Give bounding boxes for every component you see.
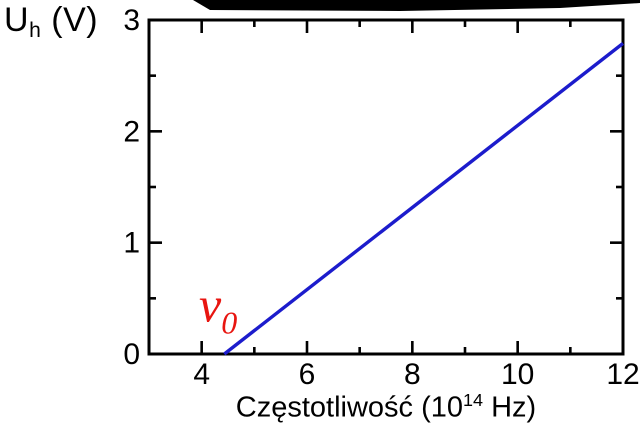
top-edge-artifact: [193, 0, 640, 11]
x-tick-label-6: 6: [299, 358, 316, 391]
x-axis-title-text: Częstotliwość (10: [235, 391, 464, 424]
x-tick-label-8: 8: [404, 358, 421, 391]
x-axis-title-units: Hz): [483, 391, 537, 424]
y-axis-title: Uh (V): [4, 1, 99, 42]
y-axis-title-subscript: h: [29, 19, 42, 42]
series-line-stopping-voltage-vs-frequency: [223, 42, 625, 356]
y-tick-label-0: 0: [123, 338, 140, 371]
annotation-threshold-frequency-subscript: 0: [221, 305, 237, 341]
x-tick-label-12: 12: [606, 358, 639, 391]
x-tick-label-4: 4: [193, 358, 210, 391]
x-axis-title: Częstotliwość (1014 Hz): [236, 390, 536, 425]
y-axis-title-units: (V): [41, 1, 99, 39]
y-axis-title-main: U: [4, 1, 30, 39]
y-tick-label-3: 3: [123, 4, 140, 37]
annotation-threshold-frequency: ν0: [199, 277, 237, 341]
x-tick-label-10: 10: [501, 358, 534, 391]
y-tick-label-1: 1: [123, 227, 140, 260]
x-axis-title-exponent: 14: [463, 390, 484, 410]
y-tick-label-2: 2: [123, 115, 140, 148]
